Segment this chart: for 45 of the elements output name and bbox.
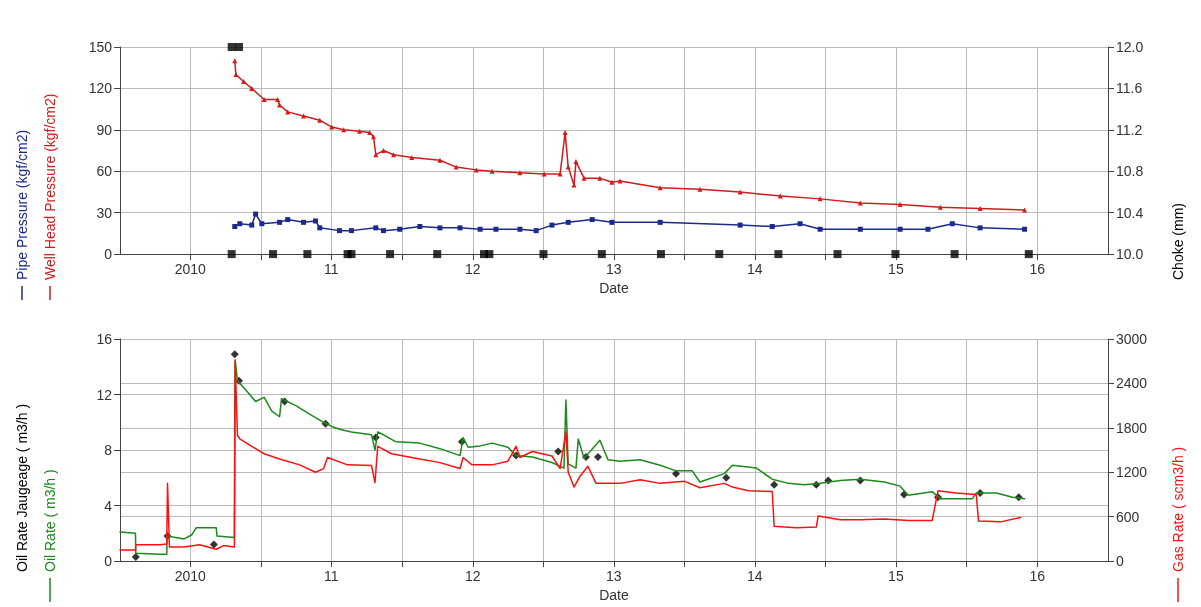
y2-tick-label: 1200: [1116, 464, 1148, 481]
y-tick-label: 0: [104, 553, 113, 570]
x-tick-label: 11: [324, 568, 339, 585]
text: Oil Rate Jaugeage ( m3/h ): [14, 403, 30, 572]
x-tick-label: 2010: [174, 261, 207, 278]
text: Gas Rate ( scm3/h ): [1170, 446, 1186, 572]
y-tick-label: 150: [88, 39, 113, 55]
x-tick-label: 16: [1029, 568, 1046, 585]
x-tick-label: 13: [606, 261, 622, 278]
y2-tick-label: 10.4: [1116, 204, 1144, 221]
y2-tick-label: 0: [1116, 553, 1124, 570]
x-axis-title: Date: [599, 587, 629, 603]
x-tick-label: 14: [747, 261, 763, 278]
y-tick-label: 16: [96, 331, 113, 347]
y2-tick-label: 1800: [1116, 419, 1148, 436]
text: Pipe Pressure (kgf/cm2): [14, 129, 30, 280]
y2-tick-label: 11.6: [1116, 80, 1143, 97]
y2-tick-label: 10.8: [1116, 163, 1144, 180]
x-axis-title: Date: [599, 280, 629, 296]
x-tick-label: 12: [464, 261, 481, 278]
text: Well Head Pressure (kgf/cm2): [42, 93, 58, 280]
y-tick-label: 12: [96, 386, 113, 403]
x-tick-label: 14: [747, 568, 763, 585]
y-tick-label: 60: [96, 163, 113, 180]
text: Choke (mm): [1170, 202, 1186, 280]
y-tick-label: 0: [104, 246, 113, 263]
x-tick-label: 16: [1029, 261, 1046, 278]
x-tick-label: 12: [464, 568, 481, 585]
y2-tick-label: 600: [1116, 508, 1140, 525]
y-tick-label: 90: [96, 121, 113, 138]
x-tick-label: 11: [324, 261, 339, 278]
x-tick-label: 13: [606, 568, 622, 585]
y2-tick-label: 3000: [1116, 331, 1148, 347]
y2-tick-label: 2400: [1116, 375, 1148, 392]
y-tick-label: 8: [104, 442, 113, 459]
x-tick-label: 2010: [174, 568, 207, 585]
y2-tick-label: 12.0: [1116, 39, 1144, 55]
y-tick-label: 4: [104, 497, 113, 514]
x-tick-label: 15: [888, 261, 904, 278]
y2-tick-label: 11.2: [1116, 121, 1143, 138]
y2-tick-label: 10.0: [1116, 246, 1144, 263]
x-tick-label: 15: [888, 568, 904, 585]
y-tick-label: 120: [88, 80, 113, 97]
y-tick-label: 30: [96, 204, 113, 221]
text: Oil Rate ( m3/h ): [42, 469, 58, 572]
